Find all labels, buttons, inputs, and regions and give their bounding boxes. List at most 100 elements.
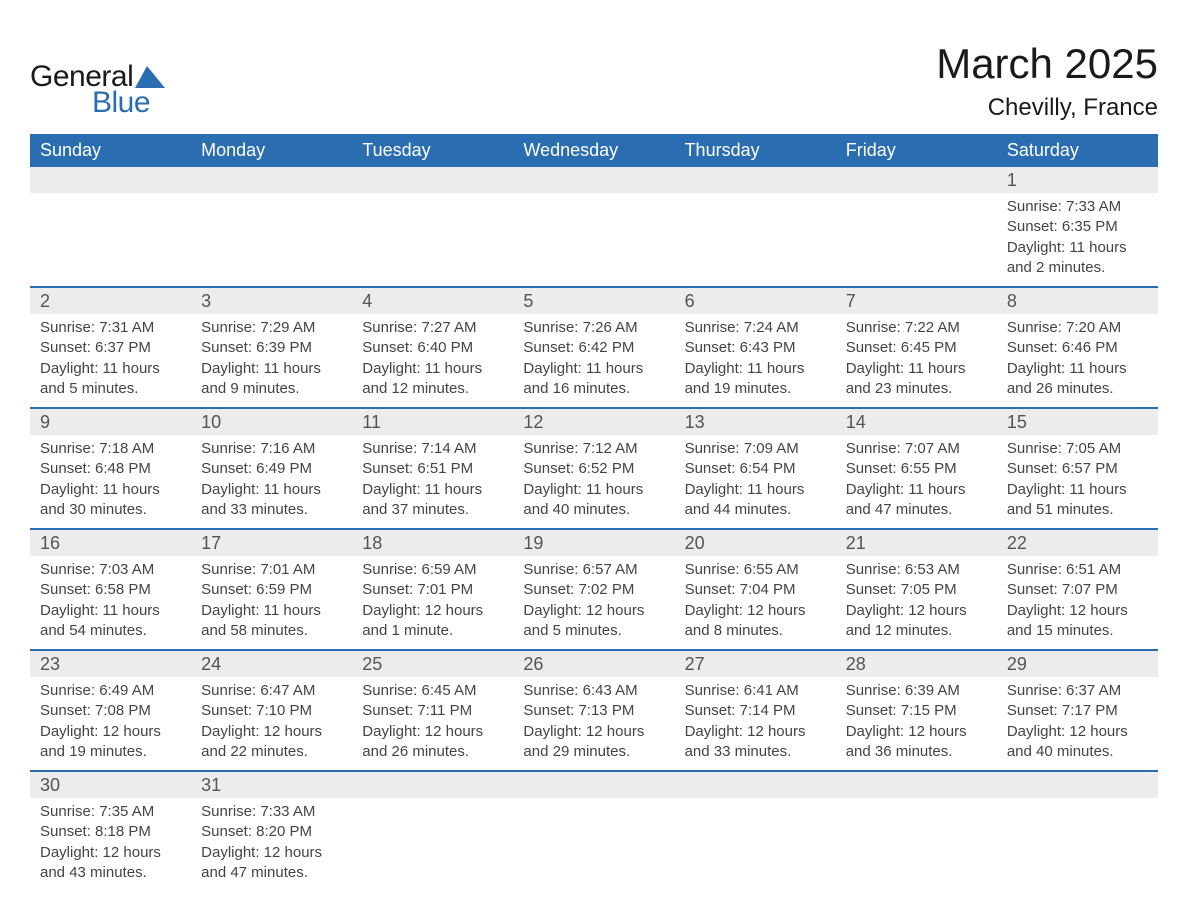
day-header: Friday (836, 134, 997, 167)
day-d1: Daylight: 11 hours (201, 601, 342, 621)
day-ss: Sunset: 6:54 PM (685, 459, 826, 479)
day-detail: Sunrise: 7:03 AMSunset: 6:58 PMDaylight:… (30, 556, 191, 650)
day-number: 24 (191, 650, 352, 677)
day-number: 16 (30, 529, 191, 556)
day-detail: Sunrise: 6:57 AMSunset: 7:02 PMDaylight:… (513, 556, 674, 650)
day-number: 28 (836, 650, 997, 677)
day-ss: Sunset: 6:46 PM (1007, 338, 1148, 358)
day-detail (30, 193, 191, 287)
day-d1: Daylight: 12 hours (685, 601, 826, 621)
day-d1: Daylight: 11 hours (362, 480, 503, 500)
day-d2: and 2 minutes. (1007, 258, 1148, 278)
day-sr: Sunrise: 7:07 AM (846, 439, 987, 459)
day-detail: Sunrise: 6:53 AMSunset: 7:05 PMDaylight:… (836, 556, 997, 650)
day-d2: and 26 minutes. (362, 742, 503, 762)
day-sr: Sunrise: 6:39 AM (846, 681, 987, 701)
day-number: 25 (352, 650, 513, 677)
day-ss: Sunset: 6:45 PM (846, 338, 987, 358)
day-d2: and 33 minutes. (685, 742, 826, 762)
day-detail: Sunrise: 7:26 AMSunset: 6:42 PMDaylight:… (513, 314, 674, 408)
day-detail-row: Sunrise: 7:03 AMSunset: 6:58 PM Daylight:… (30, 556, 1158, 650)
day-detail (997, 798, 1158, 891)
day-number (836, 167, 997, 193)
day-d2: and 12 minutes. (846, 621, 987, 641)
day-detail-row: Sunrise: 7:18 AMSunset: 6:48 PM Daylight:… (30, 435, 1158, 529)
day-ss: Sunset: 7:17 PM (1007, 701, 1148, 721)
location: Chevilly, France (936, 94, 1158, 122)
day-d2: and 51 minutes. (1007, 500, 1148, 520)
day-d1: Daylight: 11 hours (40, 359, 181, 379)
day-ss: Sunset: 6:35 PM (1007, 217, 1148, 237)
day-header-row: Sunday Monday Tuesday Wednesday Thursday… (30, 134, 1158, 167)
day-ss: Sunset: 6:58 PM (40, 580, 181, 600)
day-detail (513, 798, 674, 891)
day-d2: and 16 minutes. (523, 379, 664, 399)
day-sr: Sunrise: 7:12 AM (523, 439, 664, 459)
day-sr: Sunrise: 7:33 AM (201, 802, 342, 822)
day-detail: Sunrise: 7:33 AMSunset: 6:35 PMDaylight:… (997, 193, 1158, 287)
day-d2: and 47 minutes. (846, 500, 987, 520)
day-detail: Sunrise: 6:59 AMSunset: 7:01 PMDaylight:… (352, 556, 513, 650)
day-d2: and 26 minutes. (1007, 379, 1148, 399)
day-number (352, 167, 513, 193)
day-sr: Sunrise: 6:59 AM (362, 560, 503, 580)
day-sr: Sunrise: 6:57 AM (523, 560, 664, 580)
day-ss: Sunset: 7:04 PM (685, 580, 826, 600)
day-number: 19 (513, 529, 674, 556)
day-number (191, 167, 352, 193)
day-ss: Sunset: 6:48 PM (40, 459, 181, 479)
day-sr: Sunrise: 7:18 AM (40, 439, 181, 459)
day-d2: and 5 minutes. (523, 621, 664, 641)
day-number: 17 (191, 529, 352, 556)
day-detail (836, 798, 997, 891)
day-ss: Sunset: 8:20 PM (201, 822, 342, 842)
day-d1: Daylight: 11 hours (1007, 359, 1148, 379)
day-ss: Sunset: 7:02 PM (523, 580, 664, 600)
day-d1: Daylight: 11 hours (1007, 480, 1148, 500)
day-d2: and 8 minutes. (685, 621, 826, 641)
logo-text-blue: Blue (92, 86, 150, 120)
day-ss: Sunset: 6:43 PM (685, 338, 826, 358)
day-ss: Sunset: 7:11 PM (362, 701, 503, 721)
day-detail-row: Sunrise: 7:31 AMSunset: 6:37 PMDaylight:… (30, 314, 1158, 408)
day-d1: Daylight: 12 hours (846, 601, 987, 621)
day-number: 30 (30, 771, 191, 798)
day-number: 31 (191, 771, 352, 798)
day-sr: Sunrise: 7:33 AM (1007, 197, 1148, 217)
day-detail: Sunrise: 6:55 AMSunset: 7:04 PMDaylight:… (675, 556, 836, 650)
day-d2: and 33 minutes. (201, 500, 342, 520)
day-d1: Daylight: 12 hours (40, 843, 181, 863)
day-d1: Daylight: 12 hours (362, 601, 503, 621)
day-d2: and 23 minutes. (846, 379, 987, 399)
day-d1: Daylight: 11 hours (846, 480, 987, 500)
day-ss: Sunset: 6:49 PM (201, 459, 342, 479)
day-d1: Daylight: 11 hours (685, 480, 826, 500)
day-d1: Daylight: 12 hours (1007, 601, 1148, 621)
day-number: 21 (836, 529, 997, 556)
day-d1: Daylight: 12 hours (40, 722, 181, 742)
day-detail: Sunrise: 6:43 AMSunset: 7:13 PMDaylight:… (513, 677, 674, 771)
day-d2: and 37 minutes. (362, 500, 503, 520)
day-number: 15 (997, 408, 1158, 435)
day-detail: Sunrise: 6:47 AMSunset: 7:10 PMDaylight:… (191, 677, 352, 771)
day-ss: Sunset: 6:55 PM (846, 459, 987, 479)
day-d2: and 12 minutes. (362, 379, 503, 399)
day-sr: Sunrise: 7:01 AM (201, 560, 342, 580)
day-d1: Daylight: 12 hours (523, 722, 664, 742)
day-sr: Sunrise: 7:24 AM (685, 318, 826, 338)
day-header: Saturday (997, 134, 1158, 167)
day-ss: Sunset: 6:37 PM (40, 338, 181, 358)
day-detail (675, 193, 836, 287)
day-detail: Sunrise: 7:29 AMSunset: 6:39 PMDaylight:… (191, 314, 352, 408)
day-detail: Sunrise: 7:12 AMSunset: 6:52 PMDaylight:… (513, 435, 674, 529)
title-block: March 2025 Chevilly, France (936, 40, 1158, 122)
day-ss: Sunset: 7:15 PM (846, 701, 987, 721)
day-detail (352, 798, 513, 891)
day-detail (513, 193, 674, 287)
day-detail: Sunrise: 7:14 AMSunset: 6:51 PMDaylight:… (352, 435, 513, 529)
day-d1: Daylight: 11 hours (685, 359, 826, 379)
day-detail: Sunrise: 6:49 AMSunset: 7:08 PMDaylight:… (30, 677, 191, 771)
day-number-row: 9101112131415 (30, 408, 1158, 435)
day-sr: Sunrise: 7:03 AM (40, 560, 181, 580)
day-d2: and 15 minutes. (1007, 621, 1148, 641)
